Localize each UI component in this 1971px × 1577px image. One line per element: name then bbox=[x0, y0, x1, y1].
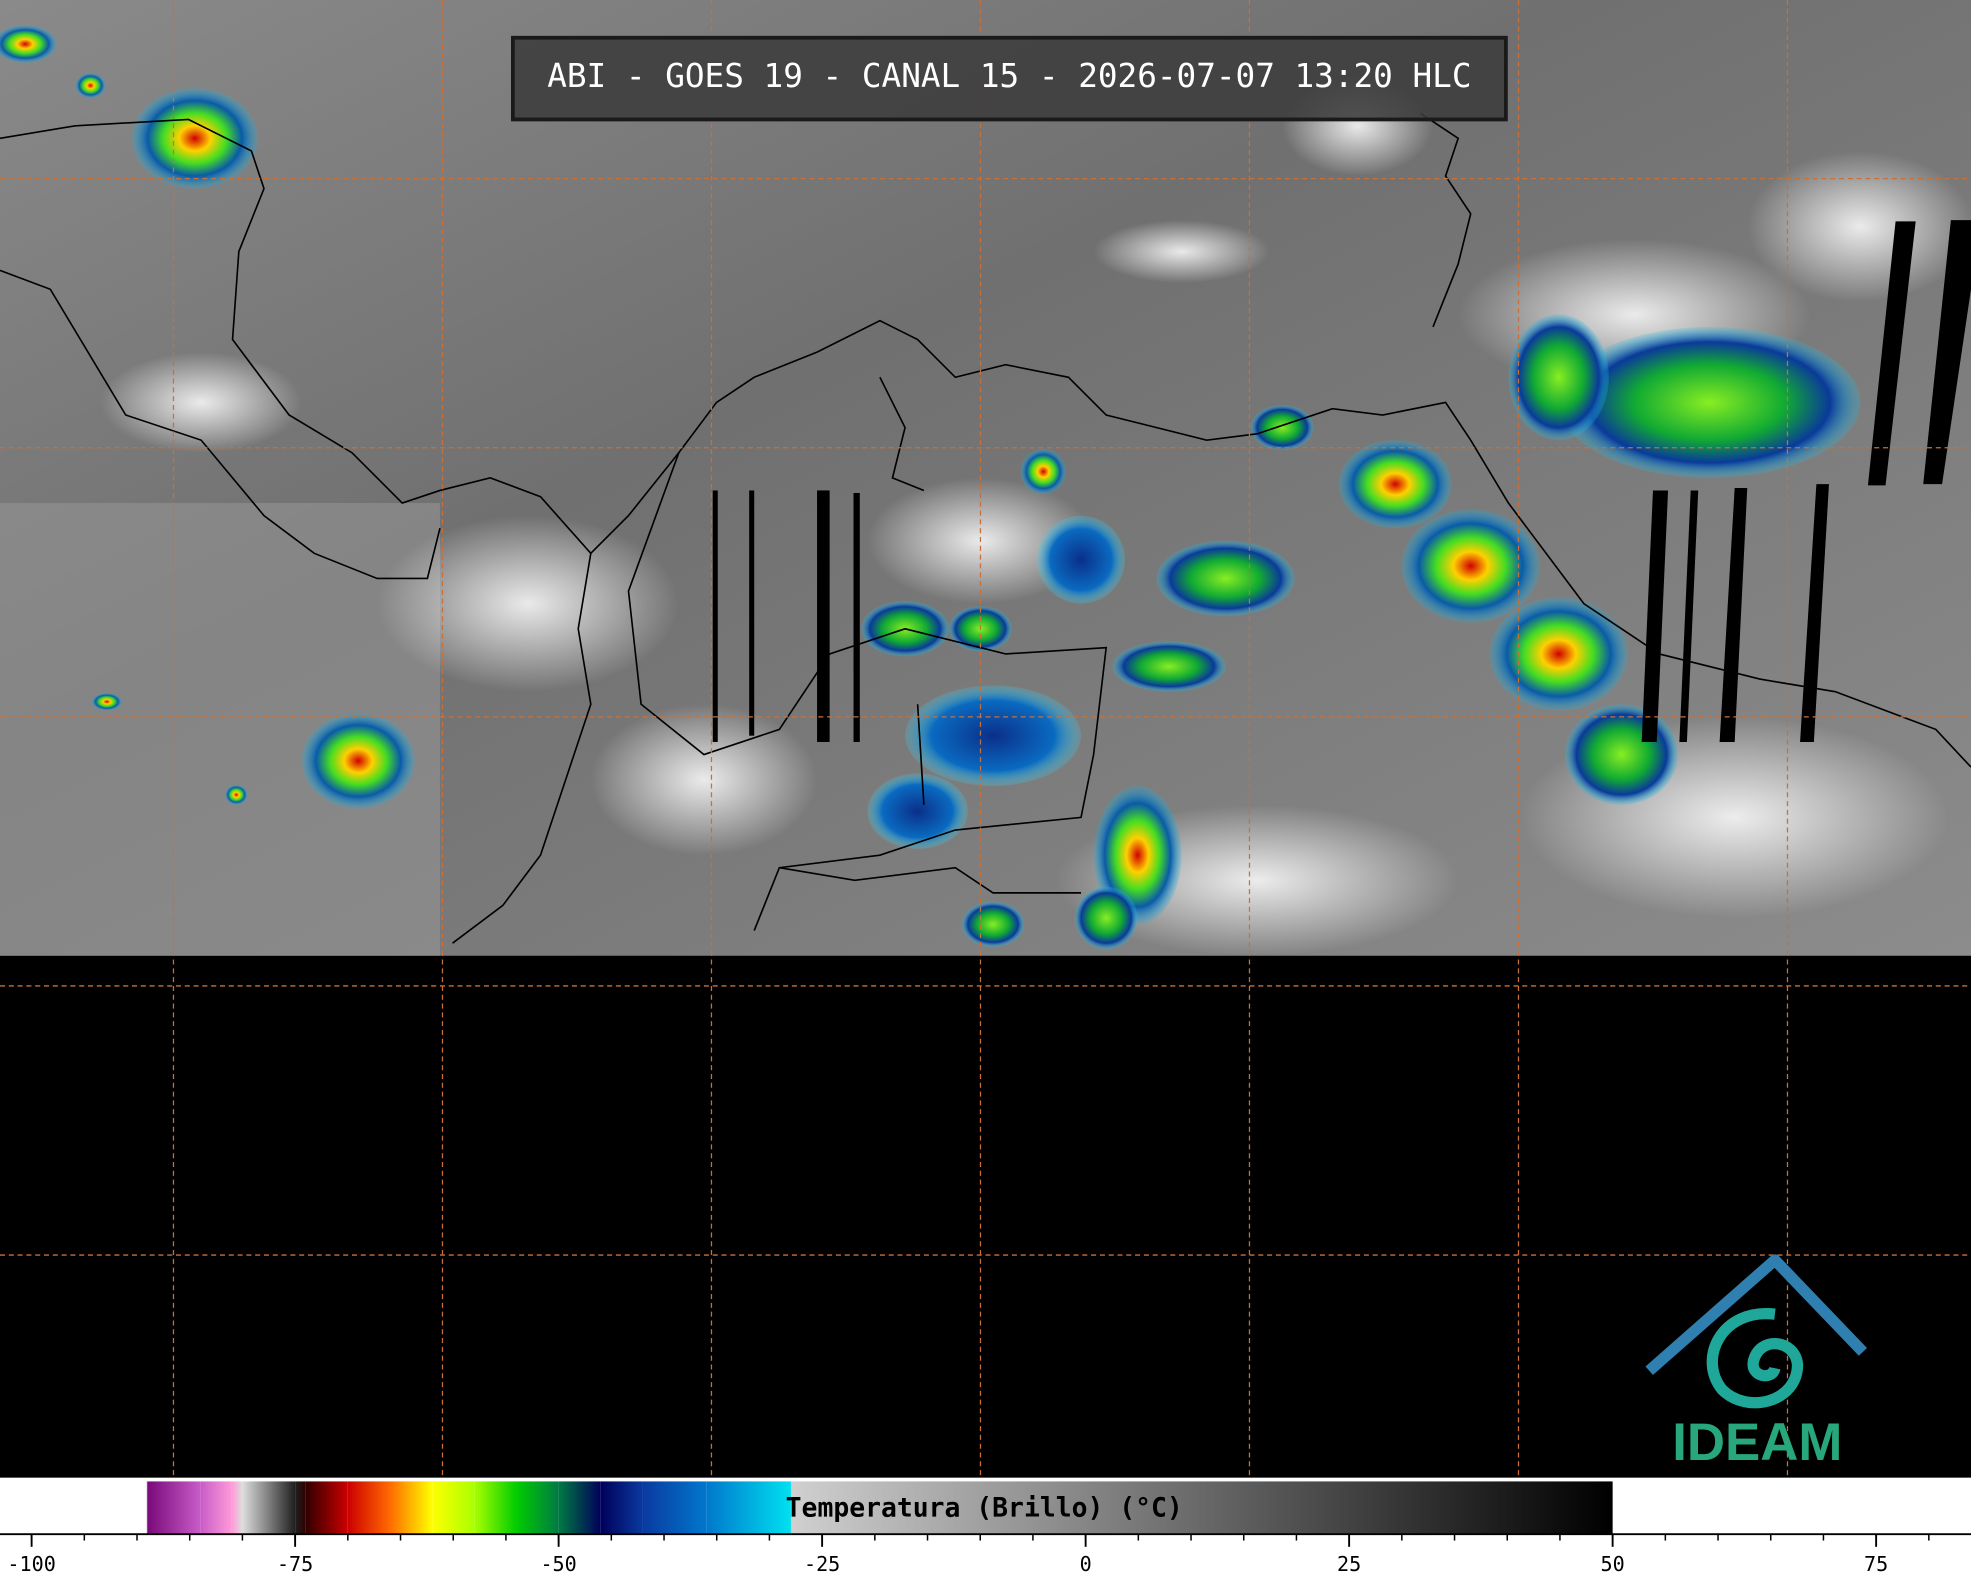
lat-lon-grid bbox=[0, 0, 1971, 1478]
title-box bbox=[510, 35, 1508, 122]
colorbar-segment bbox=[305, 1481, 348, 1535]
tick-label: 25 bbox=[1337, 1552, 1361, 1576]
colorbar-segment bbox=[231, 1481, 243, 1535]
tick-label: 50 bbox=[1601, 1552, 1625, 1576]
colorbar-segment bbox=[642, 1481, 707, 1535]
colorbar-segment bbox=[147, 1481, 201, 1535]
tick-label: -50 bbox=[540, 1552, 576, 1576]
colorbar-segment bbox=[474, 1481, 517, 1535]
colorbar-segment bbox=[516, 1481, 559, 1535]
colorbar-segment bbox=[295, 1481, 306, 1535]
colorbar-label: Temperatura (Brillo) (°C) bbox=[786, 1493, 1183, 1524]
colorbar-segment bbox=[347, 1481, 390, 1535]
colorbar-segment bbox=[146, 1481, 148, 1535]
logo: IDEAM bbox=[1645, 1254, 1867, 1472]
logo-text: IDEAM bbox=[1672, 1413, 1842, 1472]
tick-label: 0 bbox=[1080, 1552, 1092, 1576]
satellite-image bbox=[0, 0, 1971, 956]
colorbar-segment bbox=[242, 1481, 296, 1535]
colorbar-segment bbox=[389, 1481, 433, 1535]
tick-label: -75 bbox=[277, 1552, 313, 1576]
colorbar-segment bbox=[706, 1481, 791, 1535]
colorbar-segment bbox=[432, 1481, 475, 1535]
colorbar: -100 -75 -50 -25 0 25 50 75 bbox=[0, 1481, 1971, 1576]
tick-label: 75 bbox=[1864, 1552, 1888, 1576]
tick-label: -25 bbox=[804, 1552, 840, 1576]
tick-label: -100 bbox=[7, 1552, 55, 1576]
colorbar-segment bbox=[200, 1481, 232, 1535]
colorbar-segment bbox=[790, 1481, 792, 1535]
colorbar-segment bbox=[791, 1481, 1613, 1535]
colorbar-segment bbox=[558, 1481, 601, 1535]
colorbar-segment bbox=[0, 1481, 147, 1535]
title: ABI - GOES 19 - CANAL 15 - 2026-07-07 13… bbox=[547, 57, 1471, 95]
colorbar-segment bbox=[600, 1481, 643, 1535]
